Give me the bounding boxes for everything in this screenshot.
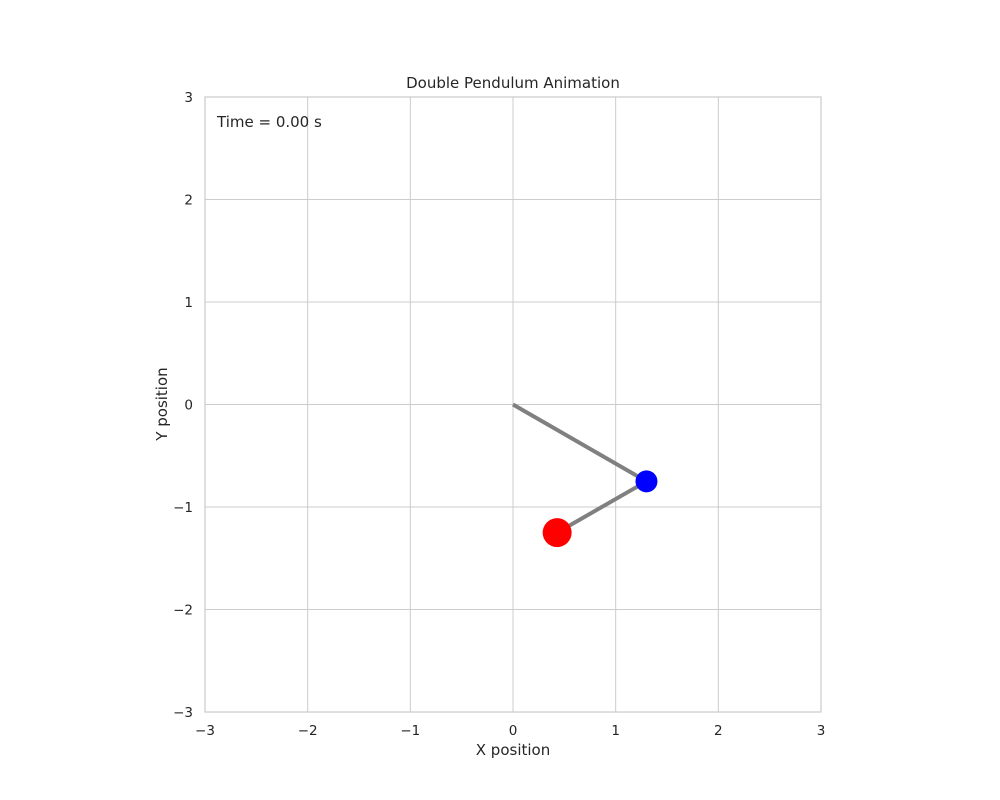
x-tick-labels: −3 −2 −1 0 1 2 3: [195, 723, 825, 739]
y-tick-label: 1: [184, 295, 193, 311]
y-tick-label: −3: [173, 705, 193, 721]
x-tick-label: 0: [509, 723, 518, 739]
bob-1: [635, 470, 658, 493]
y-tick-label: −1: [173, 500, 193, 516]
y-tick-label: −2: [173, 603, 193, 619]
pendulum: [512, 402, 658, 548]
y-tick-label: 0: [184, 398, 193, 414]
x-tick-label: −3: [195, 723, 215, 739]
x-tick-label: 2: [714, 723, 723, 739]
y-tick-label: 3: [184, 90, 193, 106]
y-tick-label: 2: [184, 193, 193, 209]
chart-title: Double Pendulum Animation: [406, 74, 620, 92]
x-tick-label: 1: [611, 723, 620, 739]
bob-2: [542, 518, 572, 548]
axes-frame: [204, 96, 822, 713]
time-annotation: Time = 0.00 s: [216, 113, 322, 131]
y-axis-label: Y position: [153, 367, 171, 441]
x-tick-label: −1: [400, 723, 420, 739]
x-tick-label: −2: [298, 723, 318, 739]
x-tick-label: 3: [817, 723, 826, 739]
plot-area: [204, 96, 822, 713]
y-tick-labels: −3 −2 −1 0 1 2 3: [173, 90, 193, 721]
x-axis-label: X position: [476, 741, 550, 759]
